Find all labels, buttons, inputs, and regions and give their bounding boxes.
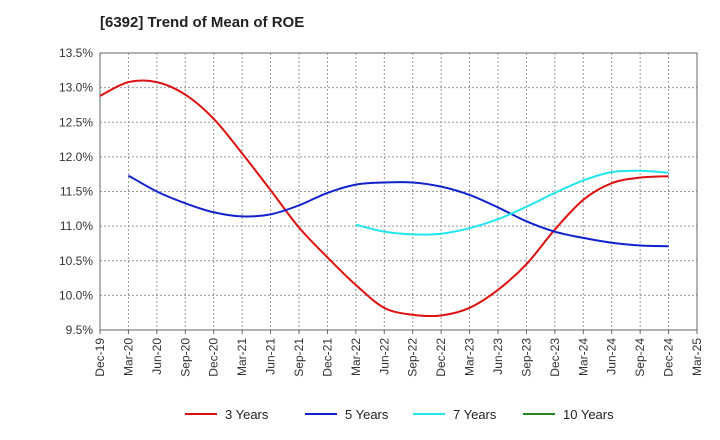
x-tick-label: Sep-23 <box>519 338 533 377</box>
x-tick-label: Mar-20 <box>121 338 135 376</box>
y-tick-label: 9.5% <box>66 323 94 337</box>
x-tick-label: Mar-24 <box>576 338 590 376</box>
series-line-3-years <box>99 79 669 318</box>
x-tick-label: Dec-23 <box>548 338 562 377</box>
y-tick-label: 10.0% <box>59 288 93 302</box>
x-tick-label: Mar-23 <box>463 338 477 376</box>
x-tick-label: Sep-24 <box>633 338 647 377</box>
x-tick-label: Dec-19 <box>93 338 107 377</box>
y-tick-label: 13.5% <box>59 46 93 60</box>
chart-title: [6392] Trend of Mean of ROE <box>100 14 305 31</box>
x-tick-label: Mar-21 <box>235 338 249 376</box>
y-tick-label: 12.5% <box>59 115 93 129</box>
x-tick-label: Jun-20 <box>150 338 164 375</box>
legend-label: 7 Years <box>453 407 497 422</box>
y-tick-label: 10.5% <box>59 254 93 268</box>
series-line-7-years <box>355 169 669 236</box>
x-tick-label: Jun-21 <box>264 338 278 375</box>
y-tick-label: 12.0% <box>59 150 93 164</box>
legend-label: 10 Years <box>563 407 614 422</box>
y-tick-label: 11.5% <box>60 185 93 199</box>
y-tick-label: 13.0% <box>59 81 93 95</box>
x-tick-label: Jun-22 <box>377 338 391 375</box>
x-tick-label: Jun-23 <box>491 338 505 375</box>
x-tick-label: Sep-20 <box>178 338 192 377</box>
x-tick-label: Mar-22 <box>349 338 363 376</box>
y-tick-label: 11.0% <box>60 219 93 233</box>
legend-label: 5 Years <box>345 407 389 422</box>
x-tick-label: Mar-25 <box>690 338 704 376</box>
x-tick-label: Dec-21 <box>320 338 334 377</box>
series-line-5-years <box>127 174 669 248</box>
x-tick-label: Jun-24 <box>605 338 619 375</box>
x-tick-label: Dec-22 <box>434 338 448 377</box>
x-tick-label: Sep-21 <box>292 338 306 377</box>
x-tick-label: Sep-22 <box>406 338 420 377</box>
legend-label: 3 Years <box>225 407 269 422</box>
plot-frame <box>99 52 698 331</box>
x-tick-label: Dec-20 <box>207 338 221 377</box>
x-tick-label: Dec-24 <box>662 338 676 377</box>
